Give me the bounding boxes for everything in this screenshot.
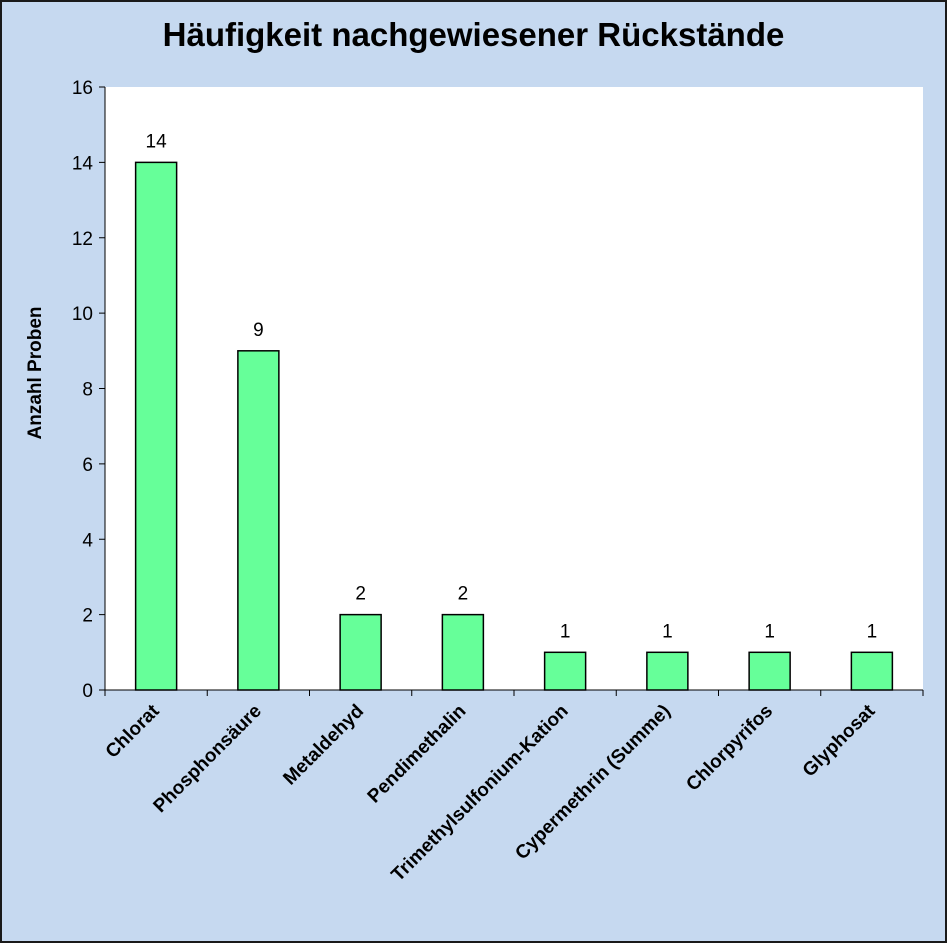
data-label: 1 xyxy=(560,621,571,642)
bar xyxy=(237,350,280,691)
bar xyxy=(134,161,178,691)
y-tick-label: 12 xyxy=(72,229,93,250)
y-tick-label: 6 xyxy=(82,455,93,476)
x-tick-label: Chlorpyrifos xyxy=(682,701,777,796)
x-tick-label: Phosphonsäure xyxy=(150,701,266,817)
data-label: 14 xyxy=(146,131,168,152)
y-tick-label: 2 xyxy=(82,606,93,627)
plot-area xyxy=(105,87,923,690)
bar xyxy=(748,651,791,691)
y-tick-label: 0 xyxy=(82,681,93,702)
bar xyxy=(850,651,894,691)
y-axis-label: Anzahl Proben xyxy=(25,306,46,439)
bar xyxy=(646,651,689,691)
bar xyxy=(543,651,587,691)
y-tick-label: 14 xyxy=(72,153,94,174)
x-tick-label: Pendimethalin xyxy=(364,701,471,808)
data-label: 1 xyxy=(764,621,775,642)
y-tick-label: 16 xyxy=(72,78,93,99)
data-label: 2 xyxy=(458,584,469,605)
data-label: 9 xyxy=(253,320,264,341)
bar xyxy=(441,613,485,691)
y-tick-label: 4 xyxy=(82,530,93,551)
data-label: 1 xyxy=(867,621,878,642)
x-tick-label: Chlorat xyxy=(102,700,164,762)
x-tick-label: Trimethylsulfonium-Kation xyxy=(388,701,573,886)
data-label: 1 xyxy=(662,621,673,642)
bar xyxy=(339,613,382,691)
data-label: 2 xyxy=(355,584,366,605)
x-tick-label: Glyphosat xyxy=(799,700,880,781)
x-tick-label: Metaldehyd xyxy=(279,701,368,790)
chart-title: Häufigkeit nachgewiesener Rückstände xyxy=(162,16,785,53)
y-tick-label: 10 xyxy=(72,304,93,325)
y-tick-label: 8 xyxy=(82,380,93,401)
